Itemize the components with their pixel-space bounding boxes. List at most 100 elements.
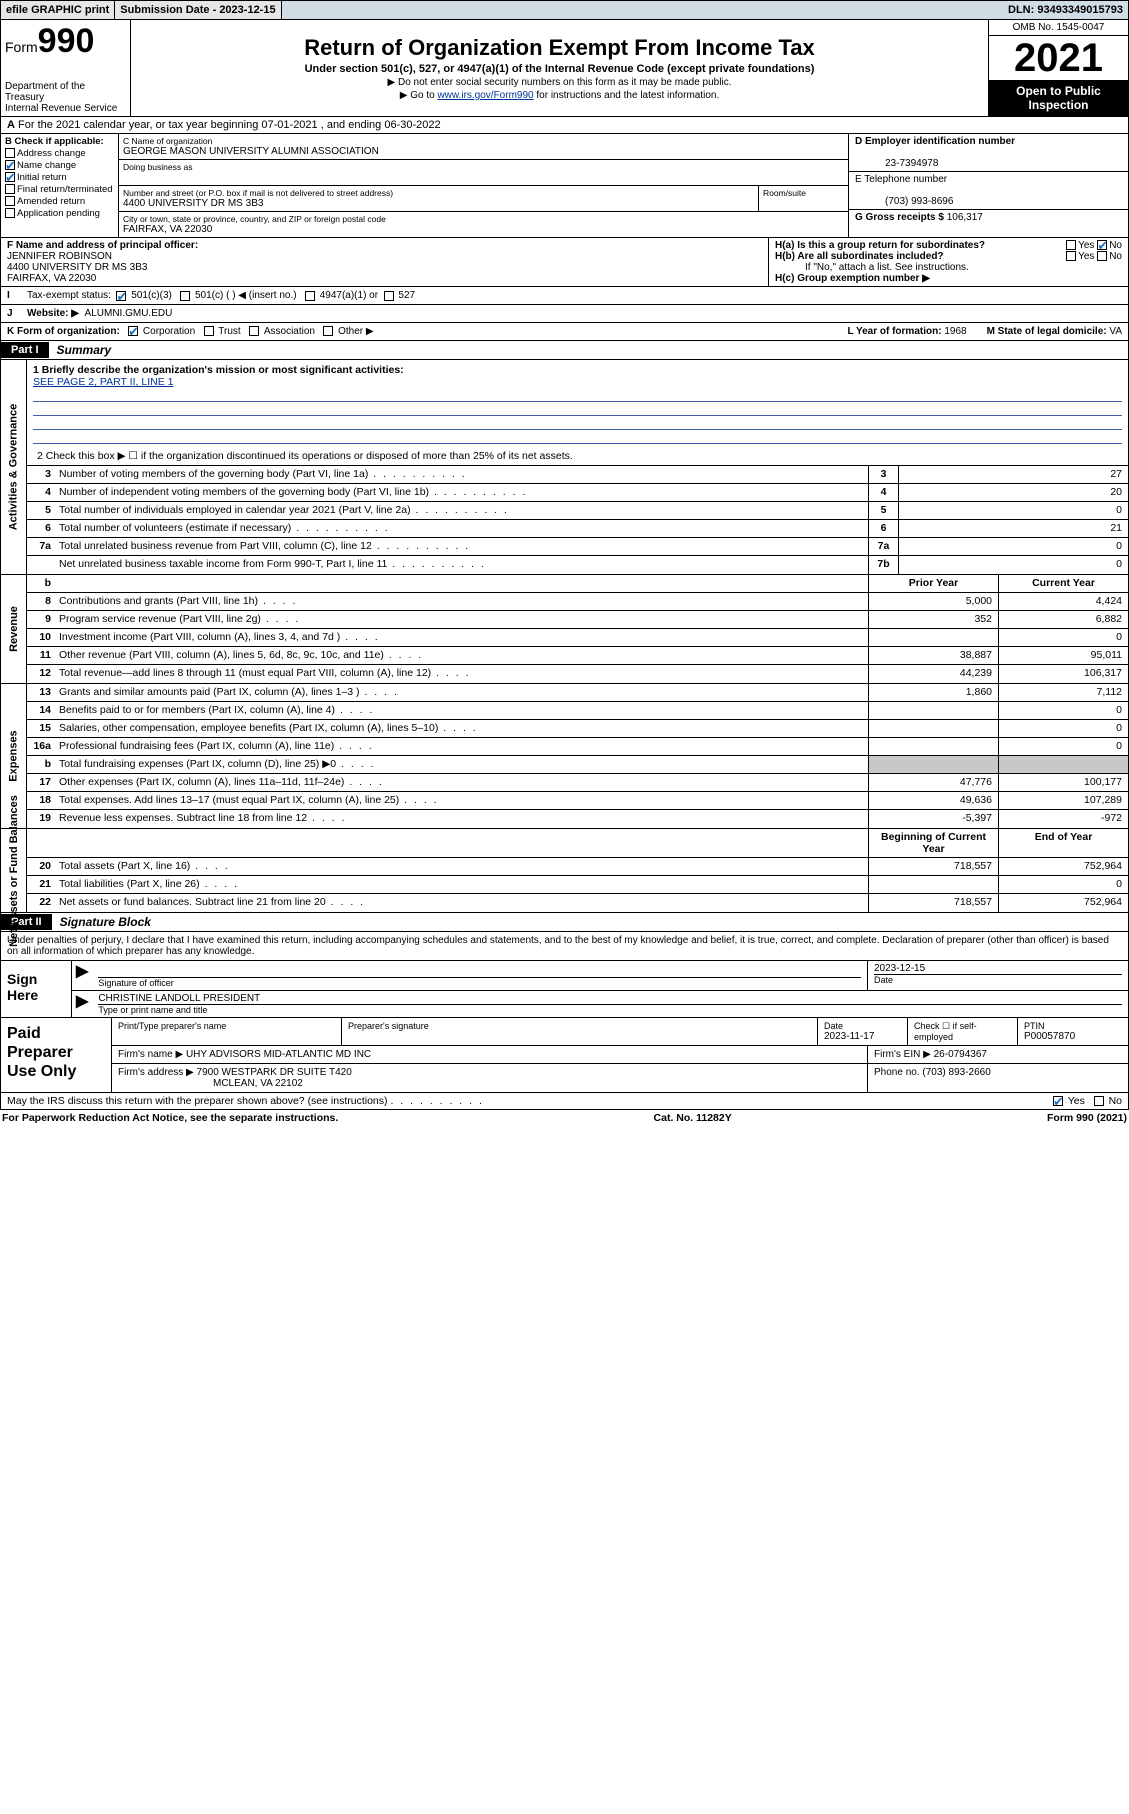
page-footer: For Paperwork Reduction Act Notice, see … bbox=[0, 1110, 1129, 1126]
summary-line: 8Contributions and grants (Part VIII, li… bbox=[27, 593, 1128, 611]
chk-name-change[interactable]: Name change bbox=[5, 160, 114, 171]
chk-corporation[interactable] bbox=[128, 326, 138, 336]
org-address: 4400 UNIVERSITY DR MS 3B3 bbox=[123, 198, 754, 209]
summary-line: 19Revenue less expenses. Subtract line 1… bbox=[27, 810, 1128, 828]
chk-application-pending[interactable]: Application pending bbox=[5, 208, 114, 219]
footer-left: For Paperwork Reduction Act Notice, see … bbox=[2, 1112, 338, 1124]
j-label: Website: ▶ bbox=[27, 308, 79, 319]
irs-discuss-row: May the IRS discuss this return with the… bbox=[0, 1093, 1129, 1110]
summary-line: 7aTotal unrelated business revenue from … bbox=[27, 538, 1128, 556]
col-b: B Check if applicable: Address change Na… bbox=[1, 134, 119, 237]
k-form-org: K Form of organization: Corporation Trus… bbox=[7, 326, 374, 337]
summary-line: 5Total number of individuals employed in… bbox=[27, 502, 1128, 520]
footer-cat: Cat. No. 11282Y bbox=[654, 1112, 732, 1124]
ein-value: 23-7394978 bbox=[855, 158, 938, 169]
chk-501c[interactable] bbox=[180, 291, 190, 301]
summary-revenue: Revenue b Prior Year Current Year 8Contr… bbox=[0, 575, 1129, 684]
summary-line: 15Salaries, other compensation, employee… bbox=[27, 720, 1128, 738]
part-ii-bar: Part II Signature Block bbox=[0, 913, 1129, 932]
summary-netassets: Net Assets or Fund Balances Beginning of… bbox=[0, 829, 1129, 913]
grid-b-to-g: B Check if applicable: Address change Na… bbox=[1, 134, 1128, 237]
top-bar: efile GRAPHIC print Submission Date - 20… bbox=[0, 0, 1129, 20]
efile-print-button[interactable]: efile GRAPHIC print bbox=[1, 1, 115, 19]
chk-4947[interactable] bbox=[305, 291, 315, 301]
f-officer: F Name and address of principal officer:… bbox=[1, 238, 768, 286]
chk-other[interactable] bbox=[323, 326, 333, 336]
l-year: L Year of formation: 1968 bbox=[847, 326, 966, 337]
chk-final-return[interactable]: Final return/terminated bbox=[5, 184, 114, 195]
instructions-link[interactable]: www.irs.gov/Form990 bbox=[437, 90, 533, 101]
mission-label: 1 Briefly describe the organization's mi… bbox=[33, 364, 404, 376]
type-name-label: Type or print name and title bbox=[98, 1004, 1122, 1015]
ha-no[interactable] bbox=[1097, 240, 1107, 250]
dept-treasury: Department of the Treasury Internal Reve… bbox=[5, 81, 126, 114]
ha-yes[interactable] bbox=[1066, 240, 1076, 250]
col-c: C Name of organization GEORGE MASON UNIV… bbox=[119, 134, 848, 237]
sig-officer-label: Signature of officer bbox=[98, 977, 861, 988]
col-end: End of Year bbox=[998, 829, 1128, 857]
chk-initial-return[interactable]: Initial return bbox=[5, 172, 114, 183]
sign-here-label: Sign Here bbox=[1, 961, 71, 1017]
e-phone: E Telephone number(703) 993-8696 bbox=[849, 172, 1128, 210]
org-city: FAIRFAX, VA 22030 bbox=[123, 224, 844, 235]
sig-date-label: Date bbox=[874, 974, 1122, 985]
dept-line1: Department of the Treasury bbox=[5, 81, 126, 103]
part-i-tag: Part I bbox=[1, 342, 49, 358]
chk-association[interactable] bbox=[249, 326, 259, 336]
chk-527[interactable] bbox=[384, 291, 394, 301]
firm-name-label: Firm's name ▶ bbox=[118, 1049, 183, 1060]
side-activities: Activities & Governance bbox=[1, 360, 27, 574]
paid-row-3: Firm's address ▶ 7900 WESTPARK DR SUITE … bbox=[112, 1064, 1128, 1092]
dba-label: Doing business as bbox=[123, 162, 844, 172]
header-middle: Return of Organization Exempt From Incom… bbox=[131, 20, 988, 116]
g-gross: G Gross receipts $ 106,317 bbox=[849, 210, 1128, 225]
row-j: JWebsite: ▶ ALUMNI.GMU.EDU bbox=[1, 304, 1128, 322]
row-a-text: For the 2021 calendar year, or tax year … bbox=[18, 119, 441, 131]
form-note2: ▶ Go to www.irs.gov/Form990 for instruct… bbox=[137, 90, 982, 101]
hb-yes[interactable] bbox=[1066, 251, 1076, 261]
self-employed-chk[interactable]: Check ☐ if self-employed bbox=[908, 1018, 1018, 1045]
tax-year: 2021 bbox=[989, 36, 1128, 80]
m-state: M State of legal domicile: VA bbox=[987, 326, 1122, 337]
chk-trust[interactable] bbox=[204, 326, 214, 336]
i-label: Tax-exempt status: bbox=[27, 290, 111, 301]
hb-note: If "No," attach a list. See instructions… bbox=[775, 262, 1122, 273]
officer-printed-name: CHRISTINE LANDOLL PRESIDENT bbox=[98, 993, 1122, 1004]
preparer-date: 2023-11-17 bbox=[824, 1031, 901, 1042]
side-revenue: Revenue bbox=[1, 575, 27, 683]
ptin-value: P00057870 bbox=[1024, 1031, 1122, 1042]
chk-501c3[interactable] bbox=[116, 291, 126, 301]
discuss-no[interactable] bbox=[1094, 1096, 1104, 1106]
row-a: A For the 2021 calendar year, or tax yea… bbox=[1, 117, 1128, 134]
revenue-header: b Prior Year Current Year bbox=[27, 575, 1128, 593]
ha-label: H(a) Is this a group return for subordin… bbox=[775, 240, 985, 251]
discuss-yes[interactable] bbox=[1053, 1096, 1063, 1106]
omb-number: OMB No. 1545-0047 bbox=[989, 20, 1128, 36]
room-label: Room/suite bbox=[763, 188, 844, 198]
part-i-title: Summary bbox=[49, 341, 120, 359]
b-label: B Check if applicable: bbox=[5, 136, 114, 147]
col-prior: Prior Year bbox=[868, 575, 998, 592]
sign-here-block: Sign Here ▶ Signature of officer 2023-12… bbox=[0, 961, 1129, 1018]
chk-amended-return[interactable]: Amended return bbox=[5, 196, 114, 207]
summary-line: 12Total revenue—add lines 8 through 11 (… bbox=[27, 665, 1128, 683]
summary-line: 6Total number of volunteers (estimate if… bbox=[27, 520, 1128, 538]
hb-no[interactable] bbox=[1097, 251, 1107, 261]
form-label: Form bbox=[5, 39, 38, 55]
footer-right: Form 990 (2021) bbox=[1047, 1112, 1127, 1124]
note2-pre: ▶ Go to bbox=[400, 90, 438, 101]
paid-row-2: Firm's name ▶ UHY ADVISORS MID-ATLANTIC … bbox=[112, 1046, 1128, 1064]
penalty-text: Under penalties of perjury, I declare th… bbox=[0, 932, 1129, 961]
summary-line: Net unrelated business taxable income fr… bbox=[27, 556, 1128, 574]
gross-receipts-value: 106,317 bbox=[947, 212, 983, 223]
phone-value: (703) 993-8696 bbox=[855, 196, 953, 207]
summary-expenses: Expenses 13Grants and similar amounts pa… bbox=[0, 684, 1129, 829]
chk-address-change[interactable]: Address change bbox=[5, 148, 114, 159]
firm-addr2: MCLEAN, VA 22102 bbox=[118, 1078, 303, 1089]
mission-link[interactable]: SEE PAGE 2, PART II, LINE 1 bbox=[33, 376, 173, 388]
paid-preparer-label: Paid Preparer Use Only bbox=[1, 1018, 111, 1092]
summary-line: 3Number of voting members of the governi… bbox=[27, 466, 1128, 484]
org-name: GEORGE MASON UNIVERSITY ALUMNI ASSOCIATI… bbox=[123, 146, 844, 157]
h-group: H(a) Is this a group return for subordin… bbox=[768, 238, 1128, 286]
col-begin: Beginning of Current Year bbox=[868, 829, 998, 857]
